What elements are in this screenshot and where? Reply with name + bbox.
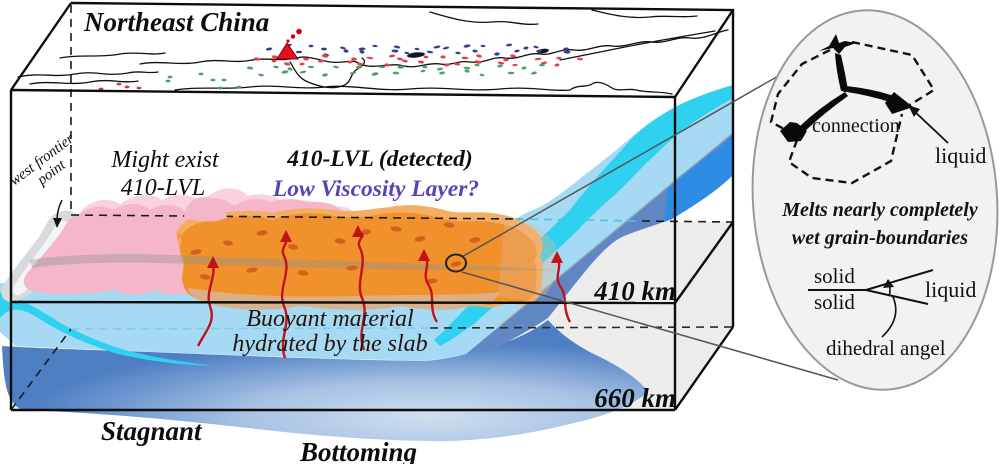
svg-text:connection: connection [812, 115, 900, 137]
svg-text:Low Viscosity Layer?: Low Viscosity Layer? [272, 176, 479, 202]
svg-text:solid: solid [814, 264, 855, 288]
svg-text:410 km: 410 km [593, 276, 676, 306]
svg-text:liquid: liquid [925, 277, 976, 302]
svg-text:dihedral angel: dihedral angel [826, 336, 946, 360]
svg-text:660 km: 660 km [594, 383, 676, 413]
svg-text:solid: solid [814, 290, 855, 314]
svg-text:410-LVL: 410-LVL [121, 175, 205, 201]
svg-text:Northeast China: Northeast China [83, 7, 269, 37]
svg-text:Bottoming: Bottoming [299, 437, 417, 464]
svg-text:liquid: liquid [935, 143, 986, 168]
svg-text:Might exist: Might exist [110, 147, 220, 173]
svg-text:wet grain-boundaries: wet grain-boundaries [792, 227, 968, 249]
svg-text:hydrated by the slab: hydrated by the slab [232, 331, 427, 357]
svg-text:Buoyant material: Buoyant material [246, 306, 414, 332]
svg-text:Melts nearly completely: Melts nearly completely [781, 199, 978, 221]
svg-text:410-LVL (detected): 410-LVL (detected) [286, 146, 473, 172]
svg-text:Stagnant: Stagnant [101, 416, 203, 446]
